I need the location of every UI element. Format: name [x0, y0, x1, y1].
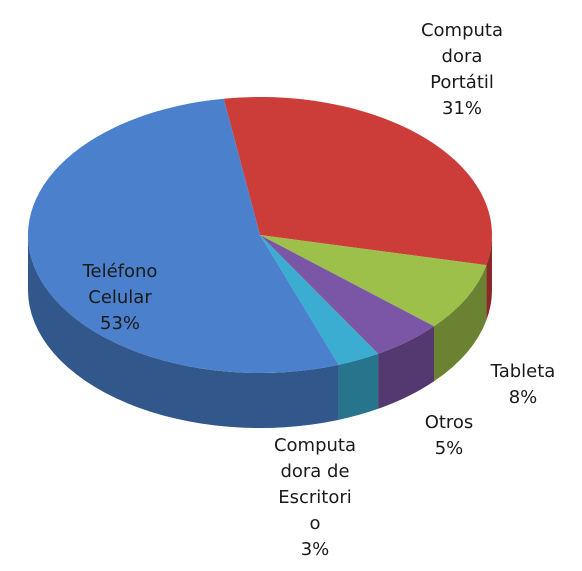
data-label: Teléfono Celular 53% — [83, 259, 158, 337]
data-label: Computa dora Portátil 31% — [421, 18, 503, 122]
side-shade — [378, 326, 435, 409]
slice — [223, 97, 492, 266]
data-label: Otros 5% — [425, 410, 474, 462]
side-shade — [338, 353, 379, 420]
side-shade — [434, 265, 487, 382]
value-label: 3% — [300, 539, 330, 560]
value-label: 5% — [434, 438, 464, 459]
slice — [260, 235, 487, 327]
value-label: 31% — [441, 98, 483, 119]
category-label: Otros — [424, 412, 474, 433]
slice-side — [338, 353, 379, 420]
slice — [28, 98, 339, 374]
category-label: Tableta — [490, 361, 556, 382]
data-label: Computa dora de Escritori o 3% — [274, 433, 356, 563]
category-label: Computa dora de Escritori o — [273, 435, 357, 534]
slice-side — [434, 265, 487, 382]
category-label: Computa dora Portátil — [420, 20, 504, 93]
slice — [260, 235, 379, 365]
side-shade — [486, 235, 492, 321]
value-label: 8% — [508, 387, 538, 408]
data-label: Tableta 8% — [491, 359, 556, 411]
side-shade — [28, 235, 339, 429]
category-label: Teléfono Celular — [82, 261, 158, 308]
slice — [260, 235, 435, 354]
slice-side — [486, 235, 492, 321]
value-label: 53% — [99, 313, 141, 334]
slice-side — [28, 235, 339, 429]
slice-side — [378, 326, 435, 409]
